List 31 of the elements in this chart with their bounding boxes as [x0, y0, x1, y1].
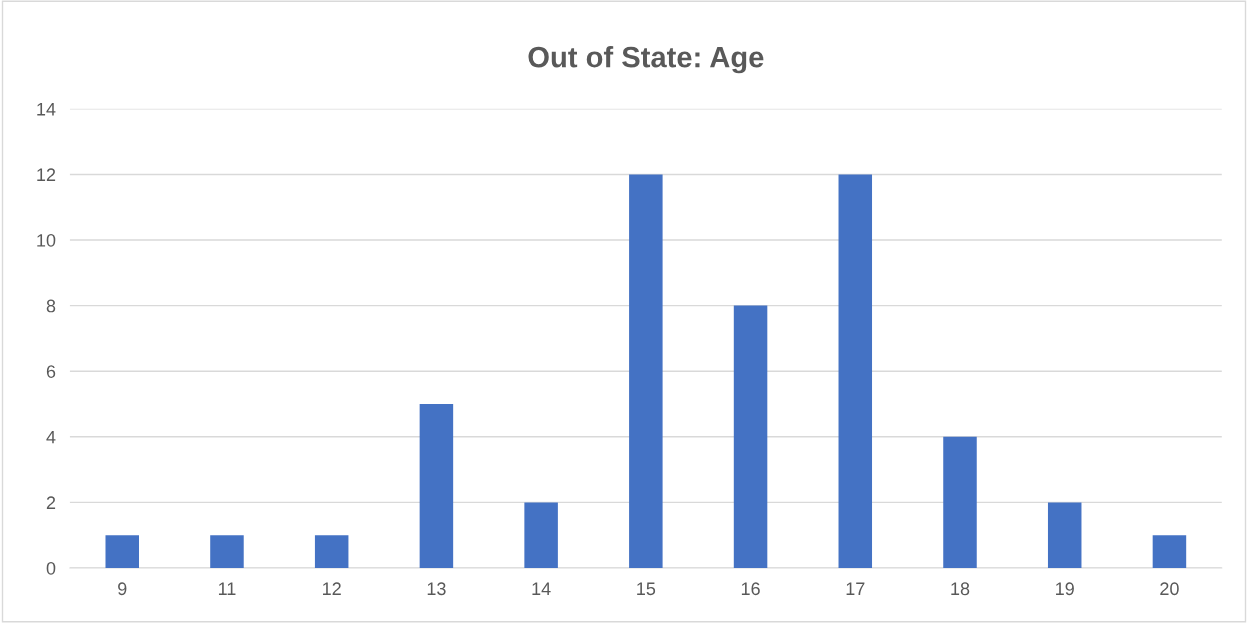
- x-tick-label: 15: [637, 582, 656, 596]
- x-tick-label: 12: [323, 582, 341, 595]
- x-tick-label: 13: [427, 582, 446, 596]
- bar: [105, 535, 139, 568]
- bar: [524, 502, 558, 568]
- bar: [210, 535, 244, 568]
- bar: [943, 436, 977, 568]
- x-tick-label: 9: [118, 582, 127, 596]
- bar: [1047, 502, 1082, 568]
- y-tick-label: 6: [46, 365, 56, 378]
- x-tick-label: 14: [532, 582, 551, 595]
- bar: [314, 535, 349, 568]
- y-tick-label: 10: [37, 233, 56, 247]
- bar: [733, 305, 768, 568]
- x-tick-label: 20: [1160, 582, 1179, 596]
- chart-title: Out of State: Age: [528, 46, 764, 74]
- y-tick-label: 4: [46, 430, 56, 444]
- x-tick-label: 11: [218, 582, 236, 595]
- x-tick-label: 18: [951, 582, 970, 596]
- x-tick-label: 19: [1056, 582, 1074, 596]
- bar: [838, 174, 873, 568]
- bar: [419, 404, 454, 568]
- y-tick-label: 14: [37, 102, 56, 116]
- bar: [1152, 535, 1187, 568]
- y-tick-label: 8: [46, 299, 56, 313]
- y-tick-label: 12: [37, 168, 56, 181]
- bar: [629, 174, 663, 568]
- y-tick-label: 0: [46, 561, 56, 575]
- y-tick-label: 2: [46, 496, 56, 509]
- x-tick-label: 16: [741, 582, 760, 596]
- x-tick-label: 17: [846, 582, 865, 595]
